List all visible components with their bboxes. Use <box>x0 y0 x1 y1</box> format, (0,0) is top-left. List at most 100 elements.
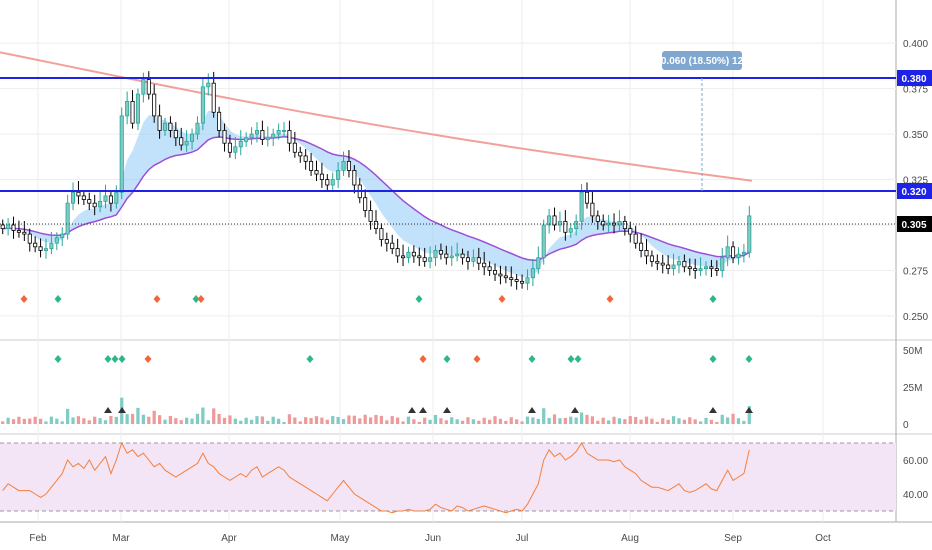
volume-signal-marker-9 <box>528 355 536 363</box>
candle-body-138 <box>747 215 752 253</box>
volume-bar-4 <box>22 418 26 424</box>
last-price-tag-label: 0.305 <box>901 220 926 231</box>
volume-bar-3 <box>17 416 21 424</box>
volume-bar-54 <box>293 417 297 424</box>
candle-body-45 <box>244 137 249 142</box>
volume-bar-10 <box>55 418 59 424</box>
candle-body-98 <box>530 268 535 279</box>
volume-bar-123 <box>666 419 670 424</box>
price-signal-marker-8 <box>709 295 717 303</box>
volume-bar-60 <box>325 419 329 424</box>
candle-body-68 <box>368 210 373 222</box>
volume-bar-138 <box>747 406 751 424</box>
candle-body-83 <box>449 255 454 259</box>
measure-label: 0.060 (18.50%) 12 <box>661 56 744 67</box>
candle-body-2 <box>11 224 16 231</box>
candle-body-92 <box>498 273 503 277</box>
candle-body-111 <box>601 220 606 226</box>
volume-axis-label-2: 0 <box>903 420 909 431</box>
candle-body-56 <box>303 155 308 162</box>
volume-arrow-marker-2 <box>408 407 416 413</box>
volume-bar-57 <box>309 418 313 424</box>
volume-bar-0 <box>1 421 5 424</box>
candle-body-93 <box>503 275 508 279</box>
volume-bar-112 <box>607 420 611 424</box>
price-signal-marker-1 <box>54 295 62 303</box>
volume-bar-68 <box>368 417 373 424</box>
volume-bar-88 <box>477 420 481 424</box>
volume-bar-17 <box>93 416 97 424</box>
volume-bar-31 <box>168 416 173 424</box>
volume-signal-marker-2 <box>111 355 119 363</box>
volume-bar-129 <box>698 421 703 424</box>
candle-body-9 <box>49 242 54 250</box>
volume-bar-116 <box>628 416 632 424</box>
candle-body-79 <box>428 257 433 262</box>
volume-bar-38 <box>206 420 210 424</box>
candle-body-32 <box>173 130 178 139</box>
measure-tooltip[interactable] <box>662 51 742 70</box>
volume-bar-7 <box>38 418 43 424</box>
volume-bar-49 <box>266 420 270 424</box>
volume-bar-64 <box>347 415 351 424</box>
candle-body-80 <box>433 250 438 259</box>
volume-bar-52 <box>282 422 286 424</box>
candle-body-53 <box>287 130 292 144</box>
candle-body-57 <box>309 160 314 171</box>
volume-axis-label-0: 50M <box>903 346 922 357</box>
candle-body-125 <box>676 260 681 266</box>
candle-body-107 <box>579 191 584 222</box>
price-signal-marker-4 <box>197 295 205 303</box>
candle-body-118 <box>639 242 644 251</box>
candle-body-38 <box>206 82 211 88</box>
volume-arrow-marker-5 <box>528 407 536 413</box>
volume-bar-51 <box>276 418 281 424</box>
volume-bar-134 <box>726 417 730 424</box>
candle-body-64 <box>346 160 351 171</box>
volume-bar-2 <box>11 419 16 424</box>
volume-bar-44 <box>239 420 243 424</box>
candle-body-134 <box>725 246 730 259</box>
candle-body-48 <box>260 130 265 140</box>
volume-signal-marker-5 <box>306 355 314 363</box>
volume-bar-26 <box>141 414 145 424</box>
volume-signal-marker-1 <box>104 355 112 363</box>
candle-body-89 <box>482 262 487 268</box>
price-signal-marker-3 <box>192 295 200 303</box>
volume-bar-12 <box>66 408 70 424</box>
volume-bar-127 <box>688 417 692 424</box>
candle-body-60 <box>325 179 330 186</box>
candle-body-21 <box>114 191 119 204</box>
candle-body-34 <box>184 140 189 146</box>
volume-bar-75 <box>406 416 411 424</box>
candle-body-115 <box>622 220 627 230</box>
volume-bar-42 <box>228 415 232 424</box>
volume-bar-95 <box>515 419 519 424</box>
volume-bar-111 <box>601 417 605 424</box>
volume-signal-marker-0 <box>54 355 62 363</box>
volume-signal-marker-12 <box>709 355 717 363</box>
volume-bar-81 <box>439 418 443 424</box>
volume-bar-8 <box>44 421 48 424</box>
volume-signal-marker-4 <box>144 355 152 363</box>
candle-body-29 <box>157 115 162 131</box>
volume-bar-124 <box>671 416 676 424</box>
volume-bar-25 <box>136 407 140 424</box>
candle-body-100 <box>541 224 546 259</box>
candle-body-88 <box>476 257 481 264</box>
candle-body-31 <box>168 122 173 131</box>
volume-bar-67 <box>363 414 367 424</box>
candle-body-47 <box>254 130 260 135</box>
volume-bar-86 <box>466 417 470 424</box>
volume-arrow-marker-0 <box>104 407 112 413</box>
volume-bar-119 <box>644 416 649 424</box>
candle-body-63 <box>341 160 346 171</box>
time-axis[interactable]: Feb Mar Apr May Jun Jul Aug Sep Oct <box>29 533 831 544</box>
volume-bar-27 <box>147 416 151 424</box>
volume-bar-6 <box>33 416 37 424</box>
candle-body-70 <box>379 228 384 240</box>
price-tag-0320-label: 0.320 <box>901 187 926 198</box>
candle-body-116 <box>628 228 633 235</box>
candle-body-74 <box>401 255 406 259</box>
